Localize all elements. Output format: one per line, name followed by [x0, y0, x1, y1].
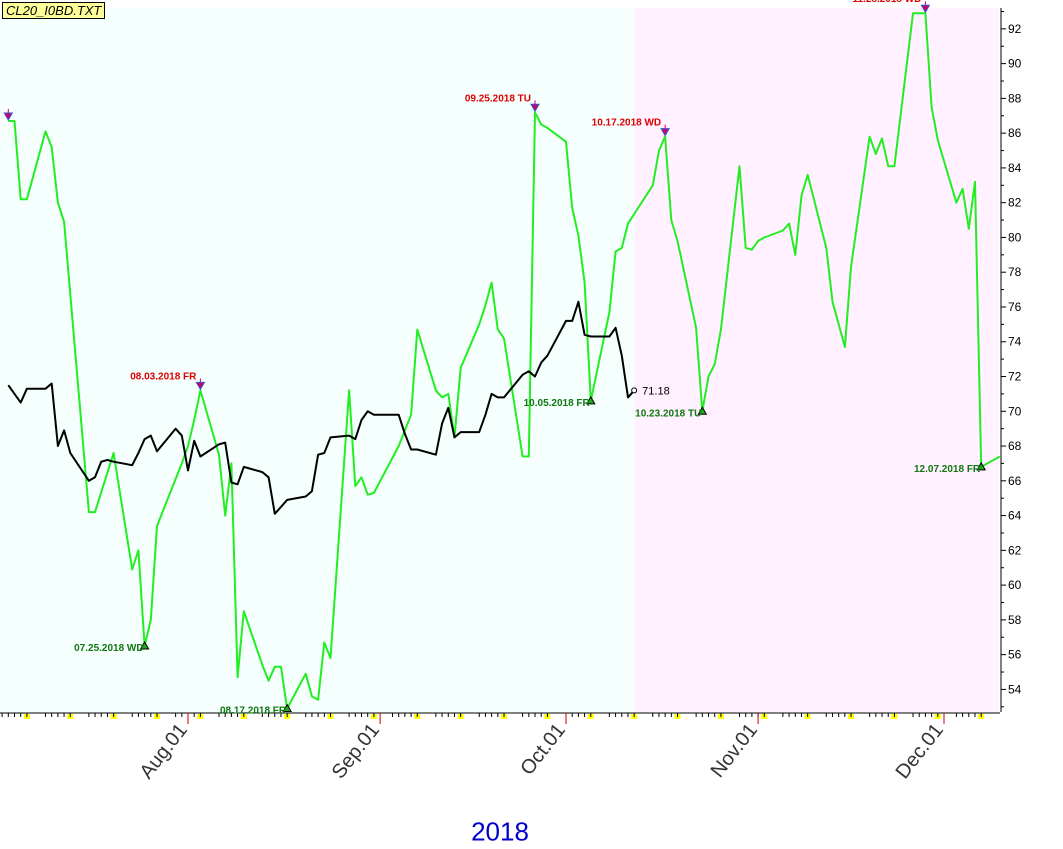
y-tick-label-76: 76 [1008, 300, 1022, 314]
x-tick-label-0: Aug.01 [136, 720, 192, 783]
low-marker-5 [139, 640, 150, 650]
background-region-0 [0, 8, 635, 712]
series-line-black [7, 300, 635, 515]
high-marker-0 [3, 112, 14, 121]
y-tick-label-80: 80 [1008, 230, 1022, 244]
high-label-2: 09.25.2018 TU [465, 93, 531, 104]
high-label-4: 11.28.2018 WD [852, 0, 921, 5]
x-tick-label-3: Nov.01 [707, 720, 762, 782]
y-tick-label-70: 70 [1008, 404, 1022, 418]
y-tick-label-84: 84 [1008, 161, 1022, 175]
y-tick-label-62: 62 [1008, 543, 1022, 557]
high-label-3: 10.17.2018 WD [592, 118, 662, 129]
y-tick-label-54: 54 [1008, 682, 1022, 696]
x-axis-year-label: 2018 [471, 816, 529, 847]
y-tick-label-90: 90 [1008, 57, 1022, 71]
y-tick-label-64: 64 [1008, 509, 1022, 523]
low-label-5: 07.25.2018 WD [74, 643, 144, 654]
y-tick-label-56: 56 [1008, 648, 1022, 662]
low-label-9: 12.07.2018 FR [914, 464, 981, 475]
last-value-marker [631, 387, 638, 394]
y-tick-label-86: 86 [1008, 126, 1022, 140]
series-line-green [8, 12, 1001, 710]
y-tick-label-60: 60 [1008, 578, 1022, 592]
x-tick-label-1: Sep.01 [328, 720, 384, 783]
y-tick-label-68: 68 [1008, 439, 1022, 453]
y-tick-label-88: 88 [1008, 91, 1022, 105]
x-tick-label-4: Dec.01 [892, 720, 948, 783]
y-tick-label-82: 82 [1008, 196, 1022, 210]
y-tick-label-72: 72 [1008, 370, 1022, 384]
y-tick-label-74: 74 [1008, 335, 1022, 349]
high-marker-1 [195, 381, 206, 391]
file-name-label: CL20_I0BD.TXT [2, 2, 106, 19]
x-tick-label-2: Oct.01 [516, 720, 570, 780]
high-marker-3 [660, 128, 671, 137]
low-marker-6 [282, 703, 293, 713]
y-tick-label-92: 92 [1008, 22, 1022, 36]
low-label-7: 10.05.2018 FR [524, 398, 591, 409]
low-label-8: 10.23.2018 TU [635, 408, 701, 419]
low-marker-8 [697, 406, 708, 415]
y-tick-label-66: 66 [1008, 474, 1022, 488]
high-marker-4 [920, 4, 931, 14]
high-marker-2 [530, 103, 540, 113]
last-value-label: 71.18 [642, 385, 670, 397]
low-label-6: 08.17.2018 FR [220, 706, 287, 717]
background-region-1 [634, 8, 999, 712]
low-marker-9 [976, 461, 987, 471]
high-label-1: 08.03.2018 FR [130, 371, 197, 382]
low-marker-7 [585, 395, 596, 405]
y-tick-label-58: 58 [1008, 613, 1022, 627]
y-tick-label-78: 78 [1008, 265, 1022, 279]
